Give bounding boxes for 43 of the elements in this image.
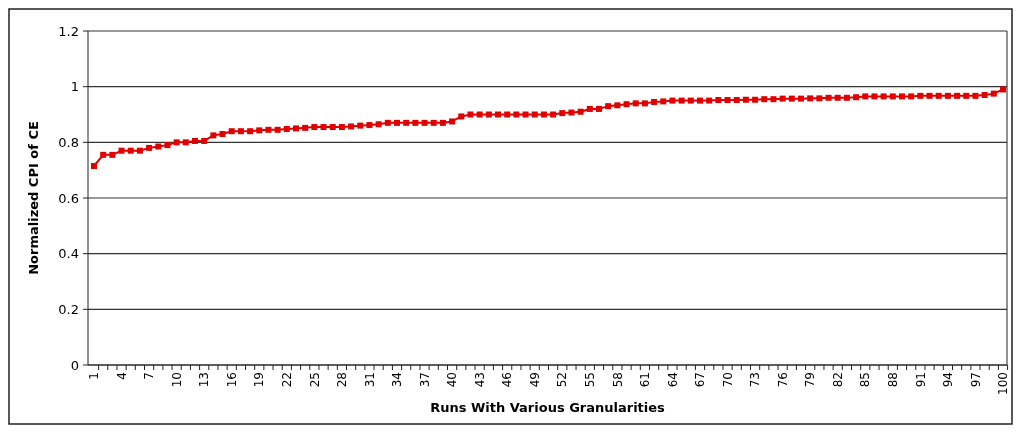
x-tick-label: 79 <box>803 372 818 388</box>
x-axis-title: Runs With Various Granularities <box>430 400 666 415</box>
x-tick-label: 70 <box>720 372 735 388</box>
x-tick-label: 49 <box>527 372 542 388</box>
y-axis-title: Normalized CPI of CE <box>26 121 41 275</box>
x-tick-label: 22 <box>280 372 295 388</box>
y-tick-label: 0.2 <box>58 301 79 317</box>
x-tick-label: 82 <box>830 372 845 388</box>
x-tick-label: 64 <box>665 372 680 388</box>
x-tick-label: 58 <box>610 372 625 388</box>
y-tick-label: 1 <box>70 79 79 95</box>
x-tick-label: 28 <box>335 372 350 388</box>
x-tick-label: 40 <box>445 372 460 388</box>
x-tick-label: 61 <box>638 372 653 388</box>
x-tick-label: 10 <box>169 372 184 388</box>
x-tick-label: 55 <box>583 372 598 388</box>
y-tick-label: 0 <box>70 357 79 373</box>
x-tick-label: 100 <box>996 372 1011 395</box>
x-tick-label: 88 <box>886 372 901 388</box>
x-tick-label: 94 <box>941 372 956 388</box>
x-tick-label: 76 <box>775 372 790 388</box>
x-tick-label: 34 <box>390 372 405 388</box>
x-tick-label: 46 <box>500 372 515 388</box>
x-tick-label: 19 <box>252 372 267 388</box>
x-tick-label: 85 <box>858 372 873 388</box>
x-tick-label: 37 <box>417 372 432 388</box>
x-tick-label: 7 <box>142 372 157 380</box>
y-tick-label: 0.6 <box>58 190 79 206</box>
x-tick-label: 16 <box>224 372 239 388</box>
x-tick-label: 73 <box>748 372 763 388</box>
x-tick-label: 4 <box>114 372 129 380</box>
x-tick-label: 52 <box>555 372 570 388</box>
x-tick-label: 91 <box>913 372 928 388</box>
y-tick-label: 0.8 <box>58 134 79 150</box>
x-tick-label: 43 <box>472 372 487 388</box>
x-tick-label: 13 <box>197 372 212 388</box>
x-tick-label: 67 <box>693 372 708 388</box>
x-tick-label: 31 <box>362 372 377 388</box>
y-tick-label: 0.4 <box>58 246 79 262</box>
x-tick-label: 25 <box>307 372 322 388</box>
y-tick-label: 1.2 <box>58 23 79 39</box>
x-tick-label: 1 <box>87 372 102 380</box>
x-tick-label: 97 <box>968 372 983 388</box>
